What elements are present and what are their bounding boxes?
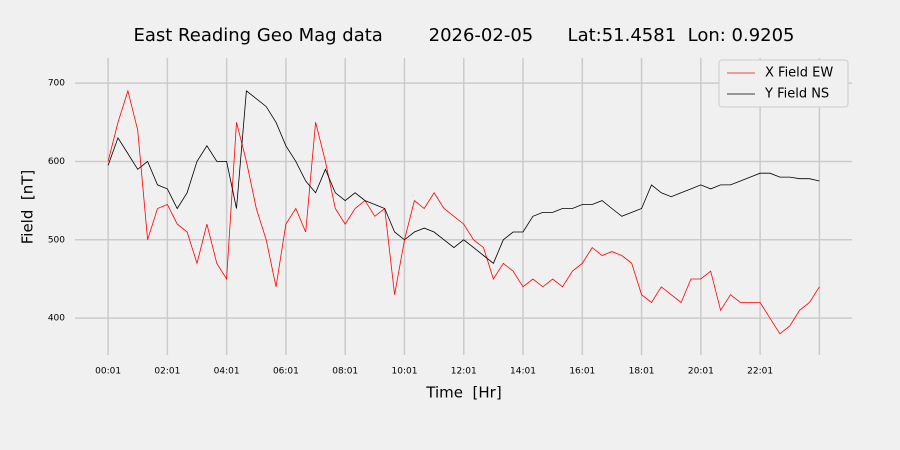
y-tick-label: 500: [48, 235, 65, 245]
grid: [75, 58, 852, 355]
x-tick-label: 08:01: [332, 367, 358, 377]
legend-label: Y Field NS: [764, 87, 829, 102]
y-tick-label: 700: [48, 79, 65, 89]
x-tick-label: 16:01: [569, 367, 595, 377]
x-tick-label: 02:01: [154, 367, 180, 377]
x-tick-label: 18:01: [629, 367, 655, 377]
legend-label: X Field EW: [765, 66, 833, 81]
data-line: [107, 90, 820, 264]
x-tick-label: 10:01: [392, 367, 418, 377]
y-tick-label: 400: [48, 314, 65, 324]
y-tick-label: 600: [48, 157, 65, 167]
x-tick-label: 14:01: [510, 367, 536, 377]
x-axis-label: Time [Hr]: [425, 384, 501, 402]
chart-title: East Reading Geo Mag data 2026-02-05 Lat…: [133, 25, 794, 46]
x-tick-label: 04:01: [214, 367, 240, 377]
x-tick-label: 06:01: [273, 367, 299, 377]
x-tick-label: 00:01: [95, 367, 121, 377]
y-axis-label: Field [nT]: [19, 170, 37, 245]
x-tick-label: 12:01: [451, 367, 477, 377]
x-tick-label: 22:01: [747, 367, 773, 377]
x-tick-label: 20:01: [688, 367, 714, 377]
data-line: [107, 89, 820, 335]
legend-box: [718, 59, 849, 108]
